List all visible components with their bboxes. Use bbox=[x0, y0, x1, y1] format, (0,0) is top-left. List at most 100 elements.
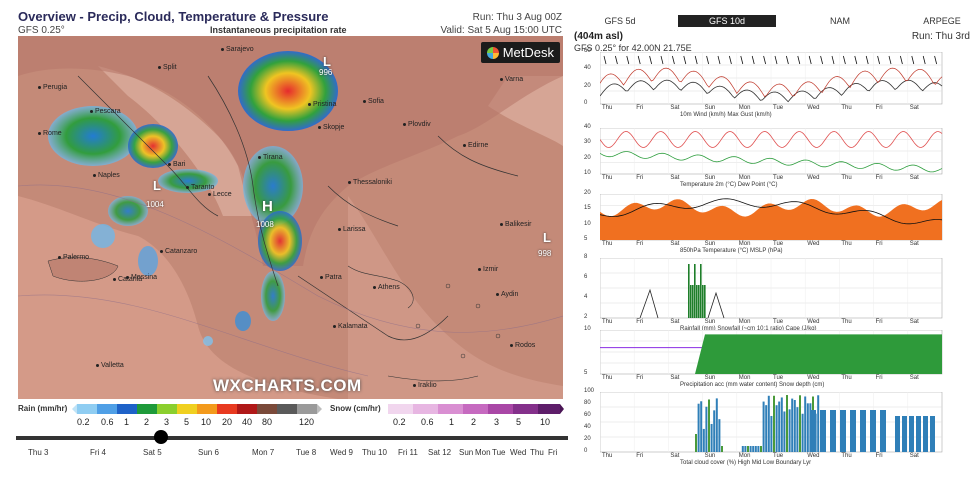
y-tick-label: 40 bbox=[584, 124, 591, 130]
x-tick-label: Thu bbox=[602, 105, 613, 111]
x-tick-label: Fri bbox=[875, 453, 883, 459]
x-tick-label: Fri bbox=[636, 453, 644, 459]
y-tick-label: 5 bbox=[584, 370, 588, 376]
meteogram-temp-chart: 40 30 20 10 Thu Fri Sat Sun Mon Tue Wed Thu Fri Sat Te… bbox=[584, 124, 972, 190]
y-tick-label: 0 bbox=[584, 100, 588, 106]
x-tick-label: Thu bbox=[841, 105, 852, 111]
time-slider-track[interactable] bbox=[16, 436, 568, 440]
city-label: Rome bbox=[38, 130, 62, 137]
x-tick-label: Thu bbox=[602, 319, 613, 325]
city-label: Skopje bbox=[318, 124, 344, 131]
legend-value: 1 bbox=[124, 417, 130, 427]
x-tick-label: Wed bbox=[807, 175, 820, 181]
x-tick-label: Fri bbox=[636, 105, 644, 111]
x-tick-label: Fri bbox=[636, 319, 644, 325]
y-tick-label: 15 bbox=[584, 205, 591, 212]
x-tick-label: Thu bbox=[841, 175, 852, 181]
legend-value: 10 bbox=[540, 417, 551, 427]
x-tick-label: Fri bbox=[636, 375, 644, 381]
city-label: Thessaloniki bbox=[348, 179, 392, 186]
x-tick-label: Sat bbox=[670, 319, 680, 325]
city-label: Larissa bbox=[338, 226, 366, 233]
wind-plot bbox=[600, 52, 943, 105]
city-label: Pescara bbox=[90, 108, 121, 115]
chart-legend: Temperature 2m (°C) Dew Point (°C) bbox=[680, 182, 778, 188]
pressure-high-symbol: H bbox=[262, 198, 273, 215]
x-tick-label: Tue bbox=[773, 241, 784, 247]
timeline-day[interactable]: Sat 12 bbox=[428, 448, 452, 457]
x-tick-label: Thu bbox=[841, 453, 852, 459]
timeline-day[interactable]: Fri 11 bbox=[398, 448, 418, 457]
legend-value: 2 bbox=[471, 417, 477, 427]
x-tick-label: Sat bbox=[670, 175, 680, 181]
x-tick-label: Sun bbox=[704, 375, 716, 381]
model-label: GFS 0.25° bbox=[18, 25, 65, 36]
x-tick-label: Thu bbox=[841, 375, 852, 381]
y-tick-label: 60 bbox=[584, 48, 591, 54]
y-tick-label: 6 bbox=[584, 274, 588, 280]
x-tick-label: Sun bbox=[704, 241, 716, 247]
metdesk-logo: MetDesk bbox=[480, 42, 560, 63]
city-label: Bari bbox=[168, 161, 185, 168]
map-background bbox=[18, 36, 563, 399]
y-tick-label: 0 bbox=[584, 448, 588, 454]
timeline-day[interactable]: Wed 9 bbox=[330, 448, 353, 457]
city-label: Valletta bbox=[96, 362, 124, 369]
city-label: Rodos bbox=[510, 342, 535, 349]
x-tick-label: Sun bbox=[704, 319, 716, 325]
city-label: Catania bbox=[113, 276, 142, 283]
timeline-day[interactable]: Thu 10 bbox=[362, 448, 387, 457]
timeline-day[interactable]: Sun 6 bbox=[198, 448, 219, 457]
x-tick-label: Tue bbox=[773, 375, 784, 381]
y-tick-label: 80 bbox=[584, 400, 591, 406]
y-tick-label: 40 bbox=[584, 424, 591, 430]
timeline-day[interactable]: Mon bbox=[475, 448, 491, 457]
timeline-day[interactable]: Sat 5 bbox=[143, 448, 162, 457]
tab-gfs-5d[interactable]: GFS 5d bbox=[604, 16, 636, 26]
x-tick-label: Mon bbox=[738, 453, 751, 459]
snow-legend-label: Snow (cm/hr) bbox=[330, 404, 381, 413]
valid-label: Valid: Sat 5 Aug 15:00 UTC bbox=[440, 25, 562, 36]
timeline-day[interactable]: Fri bbox=[548, 448, 558, 457]
weather-map[interactable]: MetDesk Sarajevo Split Perugia Pescara R… bbox=[18, 36, 563, 399]
timeline-day[interactable]: Fri 4 bbox=[90, 448, 106, 457]
timeline-day[interactable]: Sun bbox=[459, 448, 474, 457]
city-label: Naples bbox=[93, 172, 120, 179]
tab-arpege[interactable]: ARPEGE bbox=[923, 16, 961, 26]
city-label: Sarajevo bbox=[221, 46, 254, 53]
x-tick-label: Mon bbox=[738, 241, 751, 247]
x-tick-label: Thu bbox=[841, 319, 852, 325]
y-tick-label: 20 bbox=[584, 190, 591, 196]
x-tick-label: Fri bbox=[636, 175, 644, 181]
cloud-plot bbox=[600, 392, 943, 453]
timeline-day[interactable]: Thu bbox=[530, 448, 544, 457]
x-tick-label: Sat bbox=[909, 175, 919, 181]
tab-nam[interactable]: NAM bbox=[830, 16, 850, 26]
legend-value: 120 bbox=[299, 417, 315, 427]
timeline-day[interactable]: Wed bbox=[510, 448, 527, 457]
pressure-value: 1004 bbox=[146, 200, 164, 209]
x-tick-label: Tue bbox=[773, 105, 784, 111]
wxcharts-watermark: WXCHARTS.COM bbox=[213, 376, 362, 395]
timeline-day[interactable]: Thu 3 bbox=[28, 448, 49, 457]
tab-gfs-10d[interactable]: GFS 10d bbox=[678, 15, 776, 27]
legend-value: 2 bbox=[144, 417, 150, 427]
x-tick-label: Wed bbox=[807, 241, 820, 247]
x-tick-label: Thu bbox=[602, 375, 613, 381]
time-slider-handle[interactable] bbox=[154, 430, 168, 444]
chart-title: Overview - Precip, Cloud, Temperature & … bbox=[18, 9, 329, 24]
x-tick-label: Wed bbox=[807, 105, 820, 111]
city-label: Athens bbox=[373, 284, 400, 291]
timeline-day[interactable]: Mon 7 bbox=[252, 448, 275, 457]
chart-legend: Total cloud cover (%) High Mid Low Bound… bbox=[680, 460, 812, 466]
timeline-day[interactable]: Tue bbox=[492, 448, 506, 457]
chart-legend: 850hPa Temperature (°C) MSLP (hPa) bbox=[680, 248, 783, 254]
pressure-value: 1008 bbox=[256, 220, 274, 229]
city-label: Lecce bbox=[208, 191, 232, 198]
city-label: Kalamata bbox=[333, 323, 368, 330]
x-tick-label: Sat bbox=[909, 375, 919, 381]
logo-text: MetDesk bbox=[502, 45, 554, 60]
x-tick-label: Sun bbox=[704, 105, 716, 111]
timeline-day[interactable]: Tue 8 bbox=[296, 448, 317, 457]
y-tick-label: 20 bbox=[584, 154, 591, 161]
